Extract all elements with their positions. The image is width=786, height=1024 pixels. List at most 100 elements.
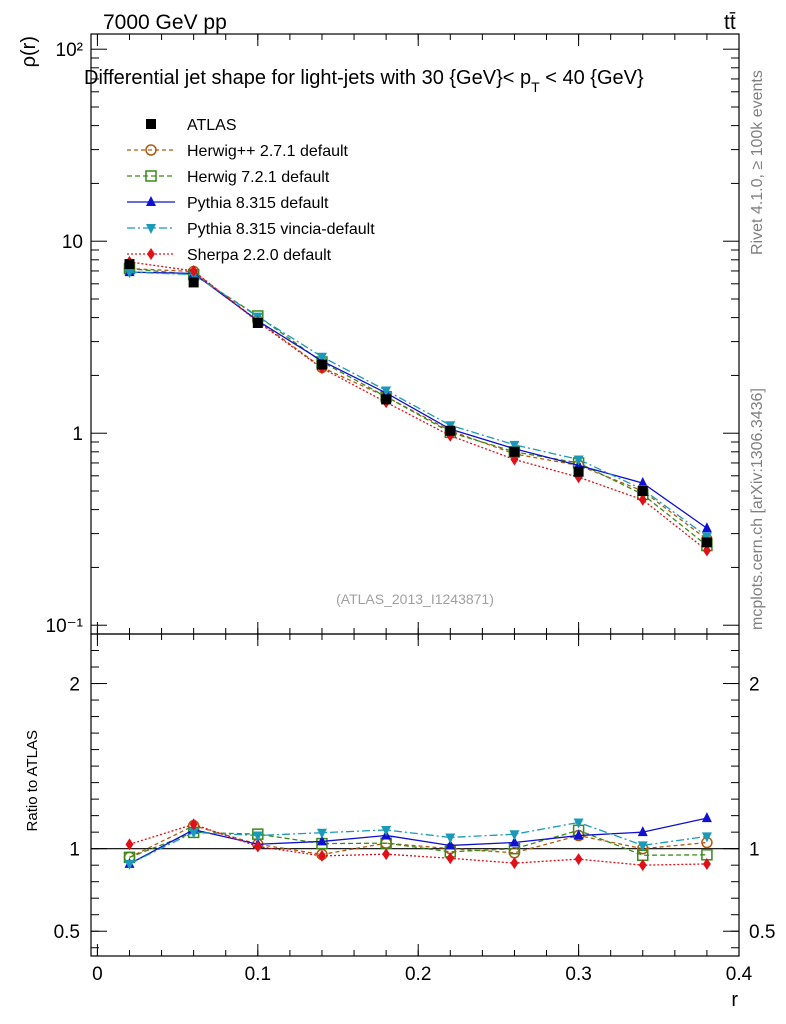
ratio-point [124, 859, 135, 870]
x-axis-label: r [731, 989, 738, 1011]
series-line [129, 267, 708, 540]
ratio-point [445, 833, 456, 844]
legend-marker [147, 248, 155, 260]
legend-marker [146, 196, 156, 206]
y-tick-label: 10⁻¹ [46, 616, 84, 637]
ratio-point [382, 848, 391, 861]
ratio-point [573, 829, 584, 840]
x-tick-label: 0 [92, 964, 103, 985]
ratio-line [129, 821, 708, 865]
series-point [573, 455, 584, 466]
series-line [129, 267, 708, 547]
ratio-point [701, 832, 712, 843]
ratio-line [129, 824, 707, 858]
series-curves [123, 255, 713, 872]
ratio-tick-label-left: 2 [69, 675, 80, 696]
data-point [637, 486, 648, 497]
chart-title-subscript: T [531, 79, 540, 95]
ratio-point [445, 839, 456, 850]
series-1 [123, 262, 713, 864]
ratio-plot-frame [90, 633, 740, 957]
atlas-data [124, 259, 712, 548]
x-tick-label: 0.1 [245, 964, 271, 985]
energy-label: 7000 GeV pp [103, 11, 227, 34]
series-point [509, 440, 520, 451]
series-point [701, 522, 712, 533]
data-point [252, 317, 263, 328]
legend-entry: Herwig 7.2.1 default [127, 169, 330, 186]
ratio-point [317, 849, 326, 862]
ratio-tick-label-right: 2 [749, 675, 760, 696]
data-point [188, 277, 199, 288]
series-point [316, 352, 327, 363]
ratio-point [316, 835, 327, 846]
series-point [124, 268, 135, 279]
ratio-point [637, 826, 648, 837]
legend-entry: Sherpa 2.2.0 default [127, 247, 332, 264]
legend-marker [145, 170, 157, 182]
series-point [637, 477, 648, 488]
ratio-point [637, 841, 648, 852]
ratio-tick-label-left: 1 [69, 840, 80, 861]
legend-entry: Pythia 8.315 default [127, 195, 329, 212]
legend-label: Pythia 8.315 vincia-default [187, 221, 375, 238]
ratio-tick-label-left: 0.5 [54, 922, 80, 943]
process-label: tt̄ [724, 11, 736, 34]
legend-label: Herwig 7.2.1 default [187, 169, 330, 186]
x-tick-label: 0.3 [565, 964, 591, 985]
data-point [701, 537, 712, 548]
legend-marker [146, 224, 156, 234]
analysis-label: (ATLAS_2013_I1243871) [336, 591, 494, 607]
series-point [381, 386, 392, 397]
ratio-point [446, 852, 455, 865]
legend-entry: Pythia 8.315 vincia-default [127, 221, 375, 238]
ratio-point [574, 853, 583, 866]
ratio-tick-label-right: 1 [749, 840, 760, 861]
chart-title-end: < 40 {GeV} [540, 67, 644, 89]
legend: ATLAS Herwig++ 2.7.1 default Herwig 7.2.1 … [127, 117, 375, 264]
ratio-tick-label-right: 0.5 [749, 922, 775, 943]
series-line [129, 271, 708, 529]
series-point [702, 544, 711, 557]
x-tick-label: 0.2 [405, 964, 431, 985]
mcplots-label: mcplots.cern.ch [arXiv:1306.3436] [749, 388, 766, 630]
ratio-line [129, 817, 708, 865]
ratio-point [189, 818, 198, 831]
ratio-line [129, 823, 707, 866]
data-point [124, 259, 135, 270]
series-point [189, 264, 198, 277]
data-point [509, 446, 520, 457]
y-tick-label: 1 [72, 424, 83, 445]
legend-marker [145, 144, 157, 156]
series-4 [125, 255, 711, 872]
legend-label: Pythia 8.315 default [187, 195, 329, 212]
series-0 [123, 262, 713, 864]
legend-marker [146, 119, 156, 129]
ratio-point [701, 812, 712, 823]
ratio-point [316, 828, 327, 839]
y-tick-label: 10² [56, 40, 83, 61]
data-point [445, 425, 456, 436]
legend-entry: Herwig++ 2.7.1 default [127, 143, 349, 160]
y-axis-label: ρ(r) [18, 36, 40, 67]
x-tick-label: 0.4 [726, 964, 753, 985]
axis-ticks: 0 0.1 0.2 0.3 0.4 10⁻¹ 1 10 10² 0.5 0.5 1 1 2 2 [46, 34, 775, 985]
ratio-axis-label: Ratio to ATLAS [24, 730, 41, 831]
ratio-point [638, 859, 647, 872]
ratio-point [125, 838, 134, 851]
ratio-point [509, 836, 520, 847]
ratio-point [510, 857, 519, 870]
series-line [129, 271, 708, 537]
data-point [316, 359, 327, 370]
ratio-point [509, 830, 520, 841]
series-3 [124, 268, 712, 870]
legend-label: Herwig++ 2.7.1 default [187, 143, 349, 160]
ratio-point [188, 828, 199, 839]
ratio-point [253, 840, 262, 853]
legend-entry: ATLAS [146, 117, 237, 134]
data-point [573, 466, 584, 477]
legend-label: ATLAS [187, 117, 237, 134]
y-tick-label: 10 [62, 232, 83, 253]
series-2 [124, 266, 712, 868]
